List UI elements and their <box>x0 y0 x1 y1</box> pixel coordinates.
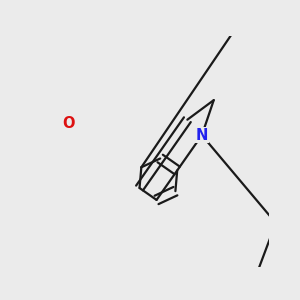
Text: O: O <box>62 116 75 131</box>
Text: N: N <box>196 128 208 143</box>
